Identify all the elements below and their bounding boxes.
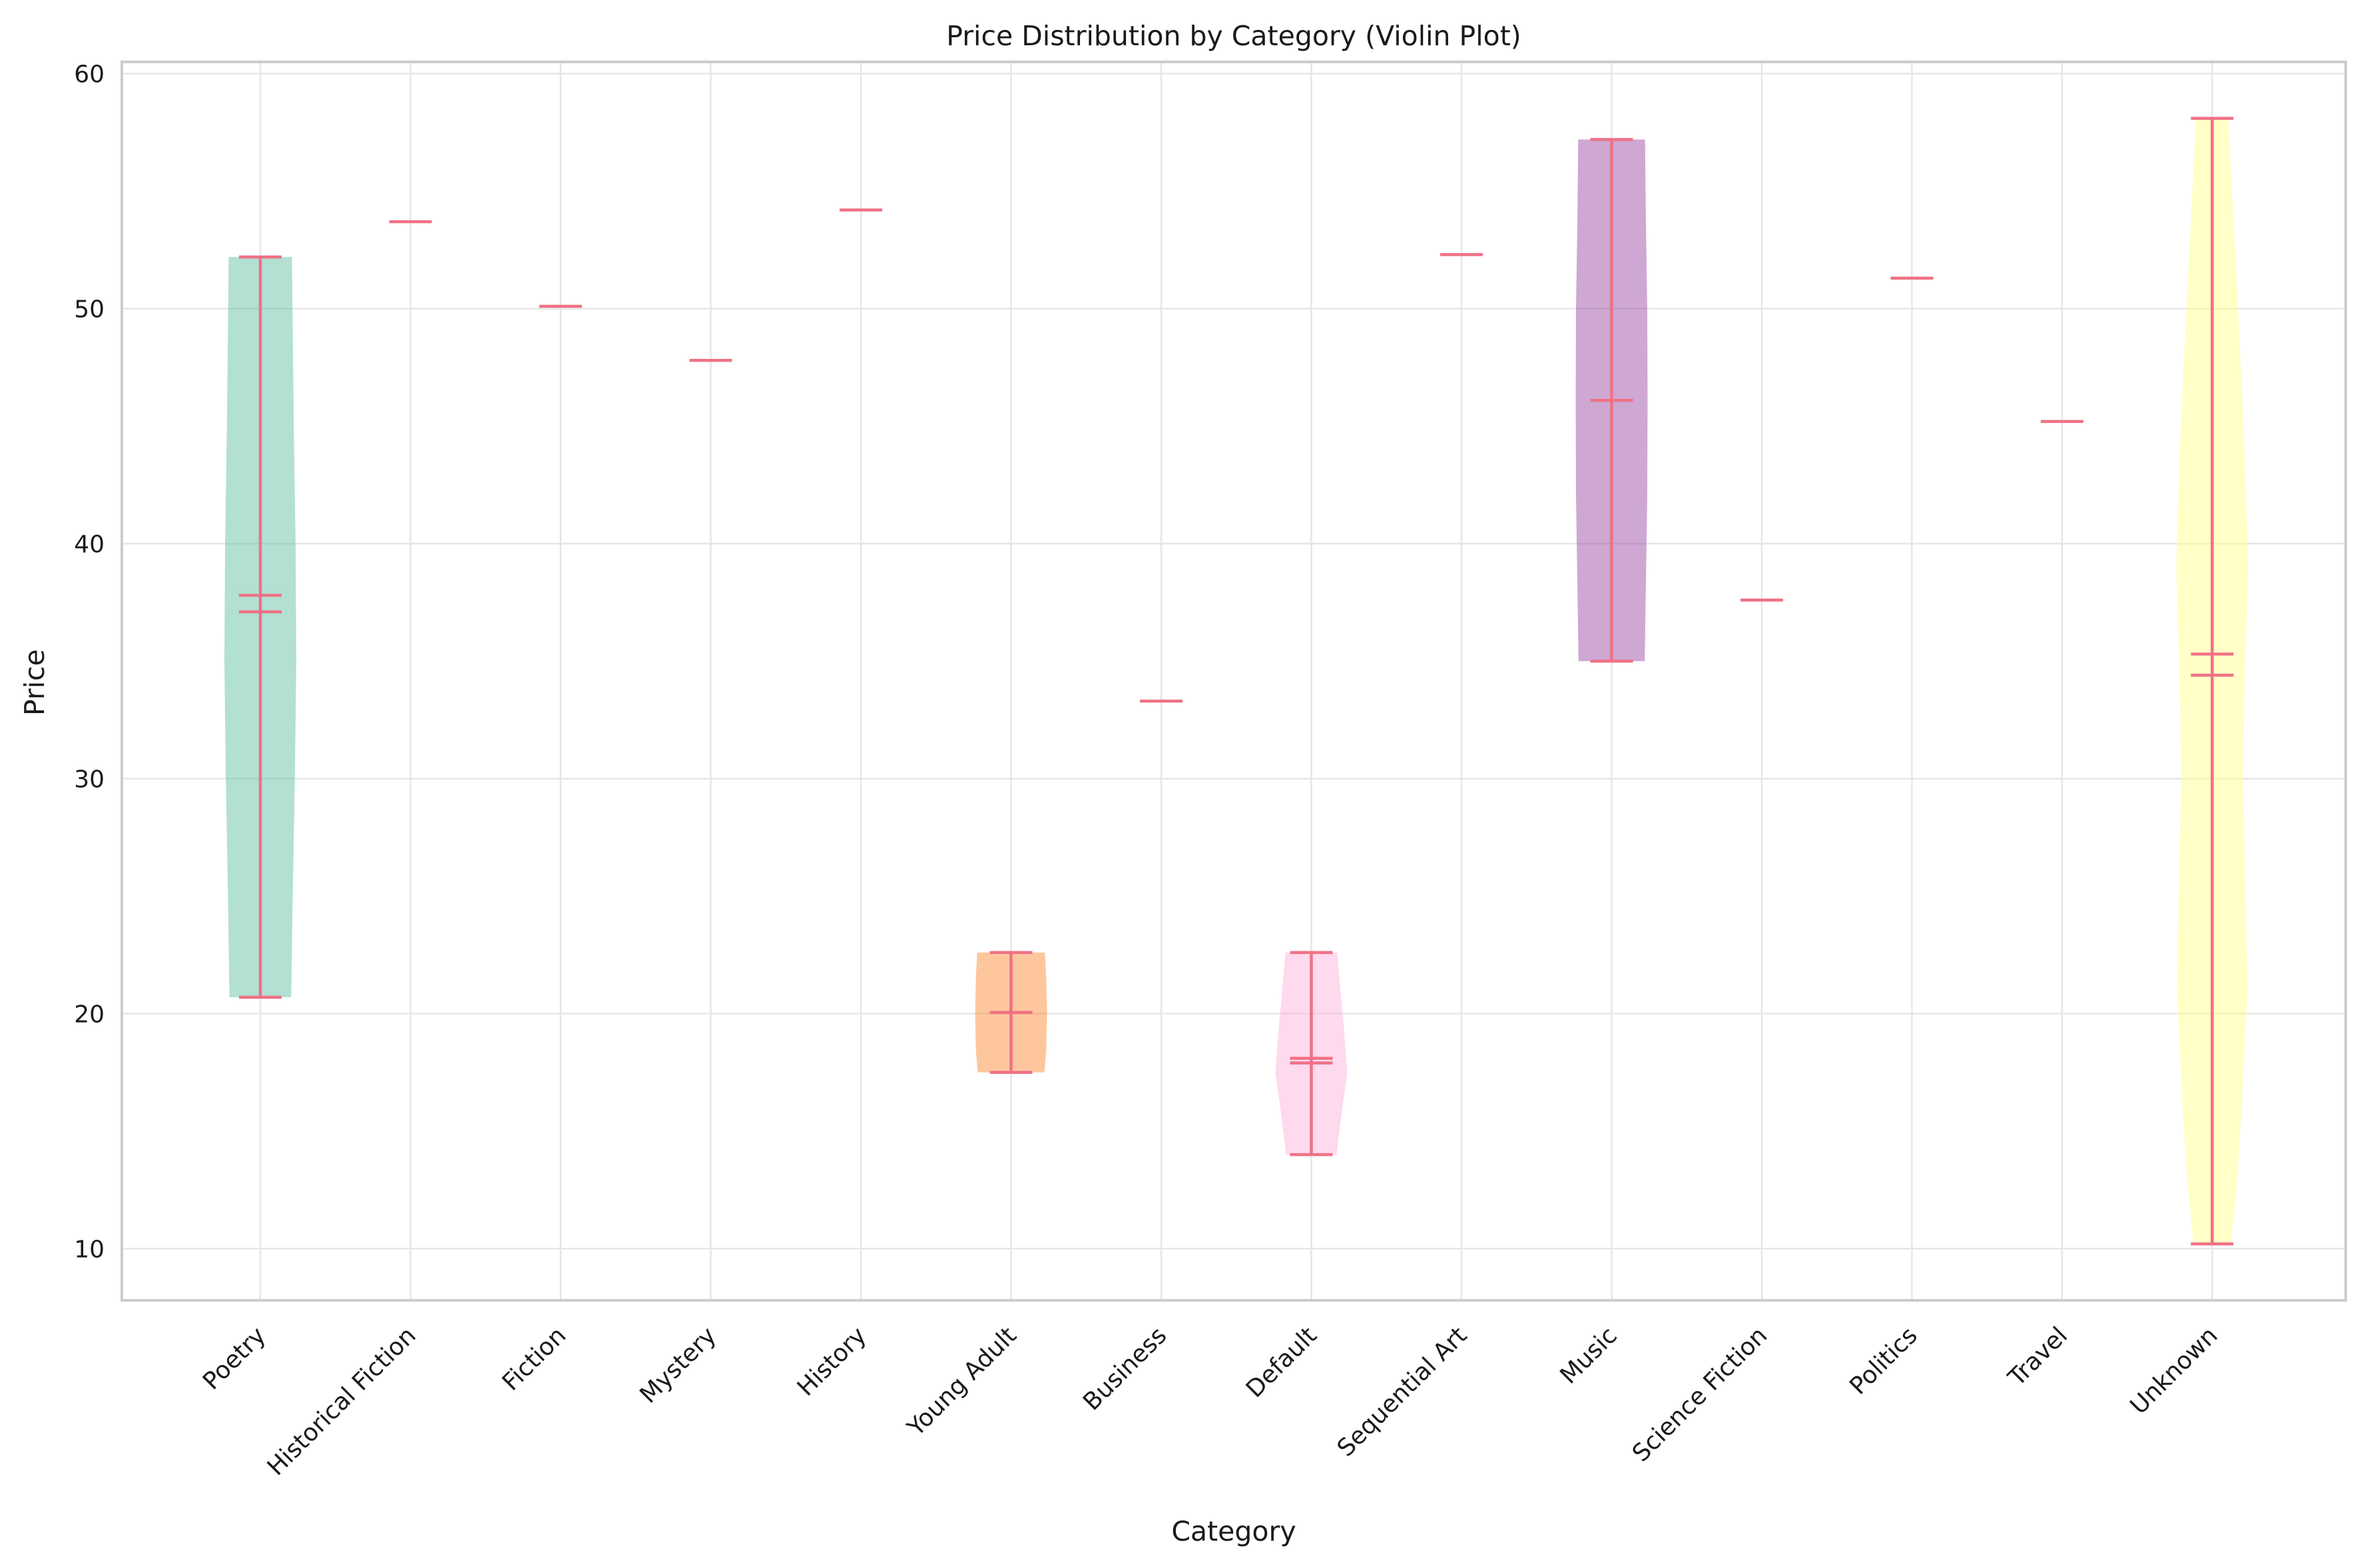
y-tick-label: 40 <box>74 531 105 559</box>
y-tick-label: 20 <box>74 1001 105 1028</box>
y-tick-label: 50 <box>74 296 105 324</box>
y-axis-label: Price <box>19 649 51 716</box>
x-axis-label: Category <box>1171 1515 1296 1547</box>
chart-title: Price Distribution by Category (Violin P… <box>946 20 1521 52</box>
plot-frame <box>121 61 2347 1302</box>
y-axis: 10 20 30 40 50 60 <box>74 61 105 1264</box>
violin-stats <box>239 117 2234 1246</box>
y-tick-label: 30 <box>74 766 105 793</box>
y-tick-label: 60 <box>74 61 105 89</box>
y-tick-label: 10 <box>74 1236 105 1263</box>
